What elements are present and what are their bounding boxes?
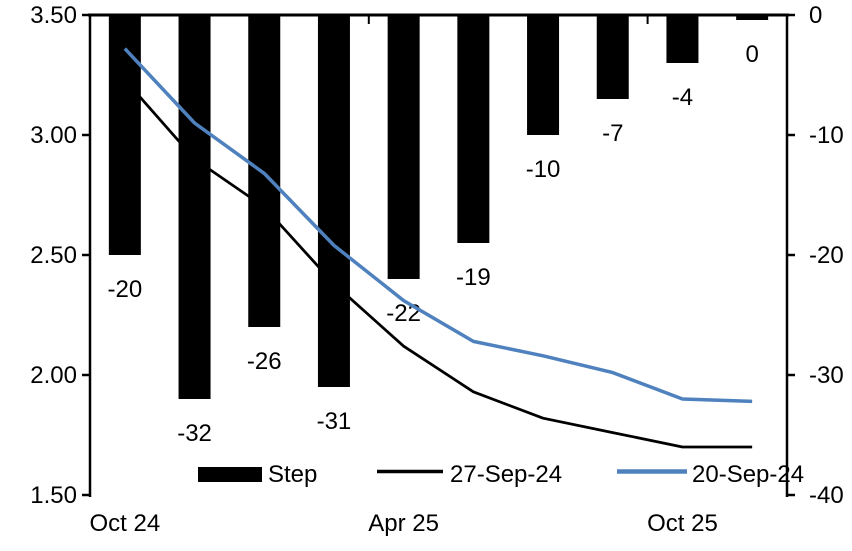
bar [457,15,490,243]
legend: Step 27-Sep-24 20-Sep-24 [198,461,804,488]
right-axis-tick-label: -40 [809,482,844,509]
right-axis-tick-label: -20 [809,242,844,269]
legend-swatch-box [198,467,262,482]
bar-value-label: 0 [745,41,758,68]
bar-value-label: -20 [108,276,143,303]
left-axis-tick-label: 3.00 [30,122,77,149]
bar-value-label: -7 [602,120,623,147]
legend-label: Step [268,461,317,488]
legend-label: 20-Sep-24 [692,461,804,488]
bar-labels-layer: -20 -32 -26 -31 -22 -19 -10 -7 -4 0 [108,41,759,447]
left-axis-tick-label: 2.50 [30,242,77,269]
series-line-20-Sep-24 [123,47,753,404]
bar [178,15,211,399]
left-axis-tick-label: 2.00 [30,362,77,389]
right-axis-tick-label: 0 [809,2,822,29]
right-axis-tick-label: -30 [809,362,844,389]
bar [387,15,420,279]
bar-value-label: -19 [456,264,491,291]
bar [596,15,629,99]
bar [666,15,699,63]
bar [108,15,141,255]
bar [317,15,350,387]
bar-value-label: -10 [526,156,561,183]
bar-value-label: -26 [247,348,282,375]
left-axis-tick-label: 3.50 [30,2,77,29]
line-series-layer [123,47,753,449]
x-axis-tick-label: Apr 25 [368,510,439,537]
bar [527,15,560,135]
left-axis-tick-label: 1.50 [30,482,77,509]
bar-value-label: -4 [672,84,693,111]
legend-label: 27-Sep-24 [450,461,562,488]
right-axis-tick-label: -10 [809,122,844,149]
bars-layer [108,15,769,399]
bar-value-label: -32 [177,420,212,447]
bar [248,15,281,327]
x-axis-tick-label: Oct 25 [647,510,718,537]
bar [736,15,769,20]
series-line-27-Sep-24 [123,78,753,449]
x-axis-tick-label: Oct 24 [89,510,160,537]
bar-value-label: -22 [386,300,421,327]
bar-value-label: -31 [317,408,352,435]
